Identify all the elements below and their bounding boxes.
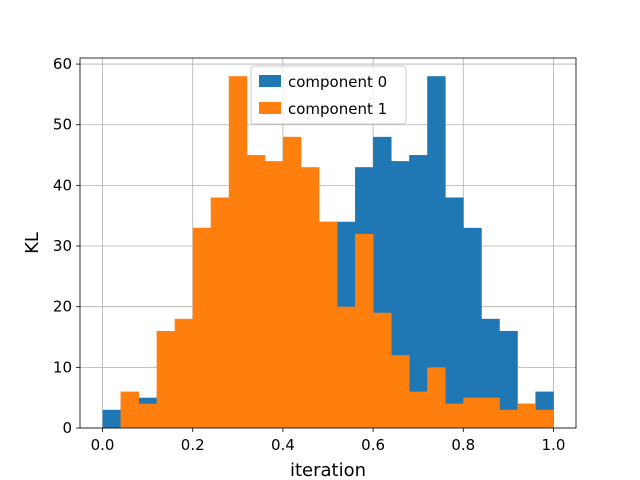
bar-series-1: [228, 76, 248, 429]
y-tick-label: 20: [53, 298, 72, 316]
bar-series-0: [499, 330, 518, 428]
bar-series-0: [409, 155, 428, 428]
bar-series-1: [355, 233, 374, 428]
y-tick-label: 30: [53, 237, 72, 255]
y-tick-label: 40: [53, 176, 72, 194]
x-tick-label: 0.4: [271, 436, 295, 454]
bar-series-1: [481, 397, 500, 428]
bar-series-1: [282, 136, 302, 428]
bar-series-1: [156, 330, 176, 428]
bar-series-1: [138, 403, 158, 428]
x-tick-label: 0.8: [451, 436, 475, 454]
bar-series-0: [445, 197, 464, 428]
histogram-bars: [102, 76, 554, 429]
bar-series-1: [373, 312, 392, 428]
bar-series-1: [120, 391, 140, 428]
x-axis-title: iteration: [290, 460, 366, 480]
bar-series-1: [264, 161, 284, 429]
legend-label: component 1: [288, 100, 387, 118]
y-tick-label: 50: [53, 116, 72, 134]
bar-series-1: [409, 391, 428, 428]
legend: component 0 component 1: [250, 65, 407, 125]
bar-series-1: [174, 318, 194, 428]
legend-swatch: [259, 102, 281, 114]
y-axis-title: KL: [22, 232, 43, 254]
bar-series-1: [499, 409, 518, 428]
legend-swatch: [259, 75, 281, 87]
bar-series-1: [445, 403, 464, 428]
bar-series-1: [391, 355, 410, 428]
bar-series-0: [463, 227, 482, 428]
plot-frame: [79, 57, 577, 429]
bar-series-1: [427, 367, 446, 428]
bar-series-0: [427, 76, 446, 429]
x-tick-label: 1.0: [542, 436, 566, 454]
bar-series-1: [463, 397, 482, 428]
legend-label: component 0: [288, 73, 387, 91]
bar-series-1: [246, 155, 266, 428]
y-tick-label: 10: [53, 358, 72, 376]
y-tick-label: 0: [62, 419, 72, 437]
bar-series-1: [337, 306, 356, 428]
legend-box: [250, 65, 407, 125]
bar-series-1: [192, 227, 212, 428]
bar-series-1: [535, 409, 554, 428]
bar-series-0: [102, 409, 121, 428]
bar-series-1: [517, 403, 536, 428]
axis-ticks: 0.0 0.2 0.4 0.6 0.8 1.0 0 10 20 30 40 50 60: [53, 55, 565, 454]
x-tick-label: 0.0: [91, 436, 115, 454]
bar-series-1: [210, 197, 230, 428]
bar-series-1: [300, 167, 320, 428]
y-tick-label: 60: [53, 55, 72, 73]
x-tick-label: 0.2: [181, 436, 205, 454]
x-tick-label: 0.6: [361, 436, 385, 454]
bar-series-1: [318, 221, 338, 428]
